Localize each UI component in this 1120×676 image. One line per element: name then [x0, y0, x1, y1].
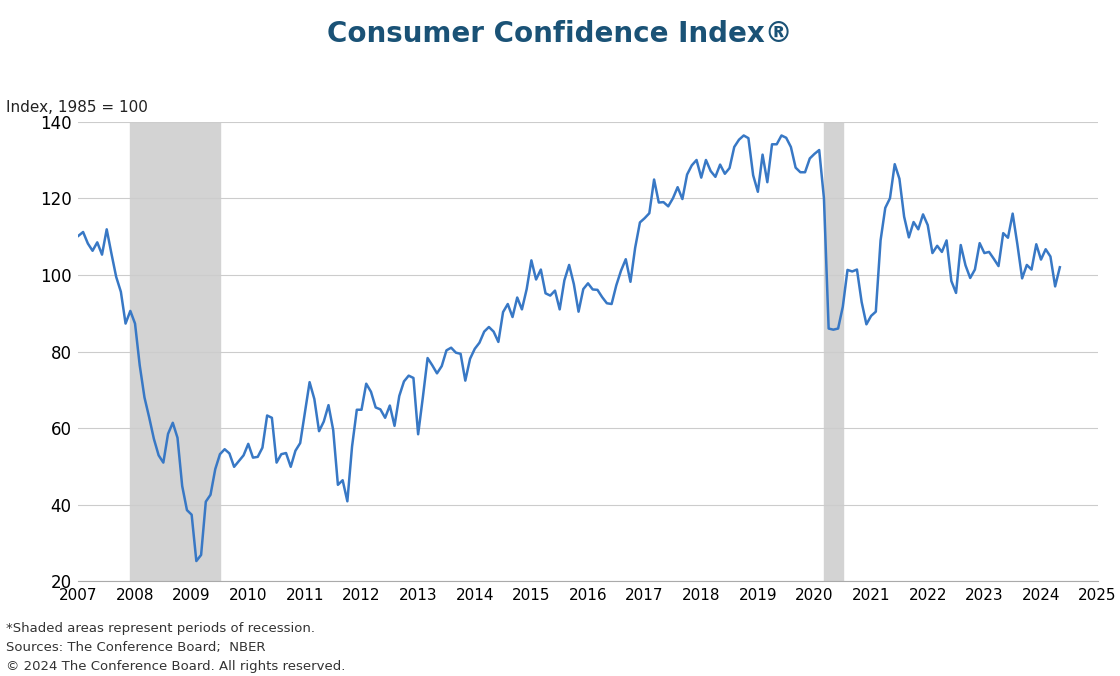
- Text: Index, 1985 = 100: Index, 1985 = 100: [6, 100, 148, 115]
- Bar: [130, 122, 220, 581]
- Text: *Shaded areas represent periods of recession.
Sources: The Conference Board;  NB: *Shaded areas represent periods of reces…: [6, 622, 345, 673]
- Bar: [824, 122, 842, 581]
- Text: Consumer Confidence Index®: Consumer Confidence Index®: [327, 20, 793, 48]
